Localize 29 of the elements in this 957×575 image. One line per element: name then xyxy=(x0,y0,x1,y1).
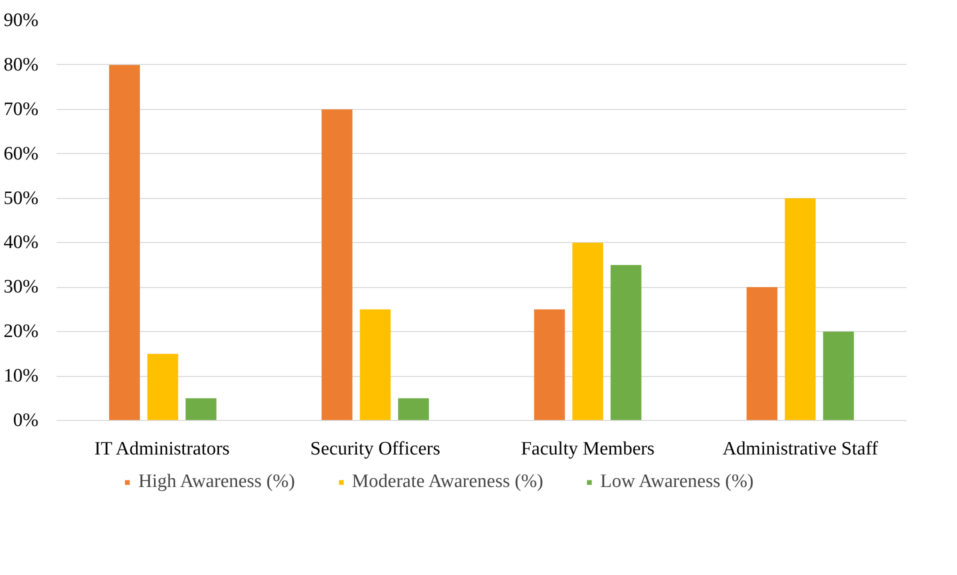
y-tick-label: 60% xyxy=(4,143,39,164)
bar xyxy=(360,309,391,420)
bar xyxy=(784,198,816,420)
bar xyxy=(398,398,429,420)
y-tick-label: 0% xyxy=(13,410,39,431)
y-tick-label: 30% xyxy=(4,276,39,298)
bar xyxy=(746,287,778,420)
y-tick-label: 20% xyxy=(4,321,39,342)
y-tick-label: 50% xyxy=(4,188,39,209)
bar xyxy=(147,354,178,420)
y-tick-label: 40% xyxy=(4,232,39,254)
bar xyxy=(322,109,352,420)
x-tick-label: Administrative Staff xyxy=(722,438,879,460)
y-tick-label: 80% xyxy=(4,54,39,76)
legend-label: High Awareness (%) xyxy=(138,471,295,493)
y-tick-label: 10% xyxy=(4,366,39,387)
bar xyxy=(823,332,854,420)
legend-label: Moderate Awareness (%) xyxy=(352,471,544,493)
x-tick-label: Security Officers xyxy=(310,438,440,460)
bar xyxy=(534,309,565,420)
bar xyxy=(186,398,216,420)
y-tick-label: 90% xyxy=(4,10,39,31)
legend-label: Low Awareness (%) xyxy=(600,471,754,493)
x-tick-label: IT Administrators xyxy=(94,438,230,460)
bar xyxy=(610,264,642,420)
bar xyxy=(109,64,140,420)
y-tick-label: 70% xyxy=(4,98,39,120)
bar xyxy=(572,242,604,420)
x-tick-label: Faculty Members xyxy=(521,438,655,460)
